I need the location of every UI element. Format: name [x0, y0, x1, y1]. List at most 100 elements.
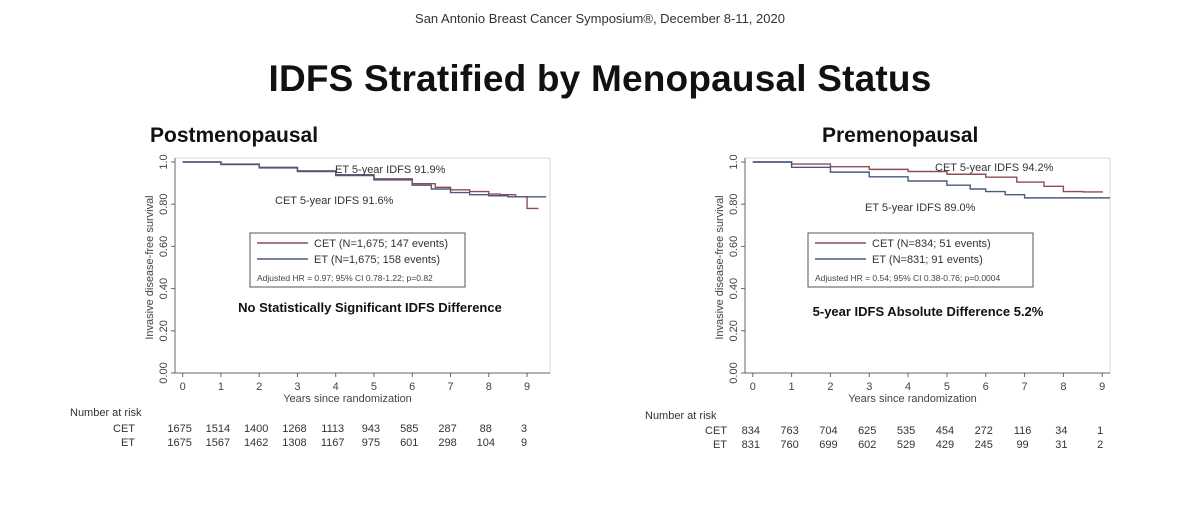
risk-value: 975 [362, 437, 380, 449]
y-tick-label: 0.40 [728, 278, 740, 299]
risk-value: 760 [780, 439, 798, 451]
risk-value: 99 [1016, 439, 1028, 451]
x-tick-label: 2 [256, 381, 262, 393]
legend-hr-note: Adjusted HR = 0.54; 95% CI 0.38-0.76; p=… [815, 273, 1001, 283]
x-tick-label: 8 [1060, 381, 1066, 393]
risk-value: 272 [975, 425, 993, 437]
legend-hr-note: Adjusted HR = 0.97; 95% CI 0.78-1.22; p=… [257, 273, 433, 283]
y-tick-label: 0.80 [158, 193, 170, 214]
legend-item-cet: CET (N=834; 51 events) [872, 238, 991, 250]
risk-row-label-et: ET [121, 437, 135, 449]
risk-value: 88 [480, 423, 492, 435]
summary-statement: 5-year IDFS Absolute Difference 5.2% [813, 304, 1044, 319]
x-tick-label: 5 [944, 381, 950, 393]
risk-value: 1268 [282, 423, 306, 435]
risk-value: 1675 [167, 437, 191, 449]
et-5yr-idfs-label: ET 5-year IDFS 89.0% [865, 202, 976, 214]
x-tick-label: 4 [905, 381, 911, 393]
risk-value: 1167 [321, 437, 345, 449]
x-tick-label: 6 [409, 381, 415, 393]
cet-5yr-idfs-label: CET 5-year IDFS 91.6% [275, 195, 394, 207]
x-tick-label: 4 [333, 381, 339, 393]
risk-value: 2 [1097, 439, 1103, 451]
legend-item-cet: CET (N=1,675; 147 events) [314, 238, 448, 250]
x-tick-label: 5 [371, 381, 377, 393]
x-tick-label: 9 [524, 381, 530, 393]
risk-value: 31 [1055, 439, 1067, 451]
slide-title: IDFS Stratified by Menopausal Status [268, 58, 932, 99]
risk-value: 34 [1055, 425, 1067, 437]
y-tick-label: 1.0 [158, 154, 170, 169]
x-tick-label: 6 [983, 381, 989, 393]
conference-header: San Antonio Breast Cancer Symposium®, De… [415, 11, 785, 26]
risk-value: 625 [858, 425, 876, 437]
y-tick-label: 0.20 [158, 320, 170, 341]
risk-value: 104 [477, 437, 495, 449]
risk-value: 287 [438, 423, 456, 435]
cet-5yr-idfs-label: CET 5-year IDFS 94.2% [935, 162, 1054, 174]
risk-value: 704 [819, 425, 837, 437]
risk-row-label-cet: CET [705, 425, 727, 437]
x-tick-label: 1 [218, 381, 224, 393]
y-tick-label: 0.80 [728, 193, 740, 214]
risk-value: 834 [742, 425, 760, 437]
risk-value: 298 [438, 437, 456, 449]
y-axis-label: Invasive disease-free survival [714, 195, 726, 339]
risk-value: 1462 [244, 437, 268, 449]
y-tick-label: 0.20 [728, 320, 740, 341]
risk-value: 1113 [321, 423, 344, 435]
legend-box [249, 232, 466, 288]
risk-value: 535 [897, 425, 915, 437]
legend-item-et: ET (N=1,675; 158 events) [314, 254, 440, 266]
risk-value: 1400 [244, 423, 268, 435]
risk-value: 1514 [206, 423, 230, 435]
y-tick-label: 0.60 [158, 236, 170, 257]
risk-value: 601 [400, 437, 418, 449]
risk-table-header: Number at risk [645, 410, 717, 422]
risk-value: 1 [1097, 425, 1103, 437]
y-tick-label: 1.0 [728, 154, 740, 169]
x-tick-label: 0 [180, 381, 186, 393]
risk-value: 429 [936, 439, 954, 451]
x-tick-label: 7 [447, 381, 453, 393]
y-tick-label: 0.40 [158, 278, 170, 299]
y-tick-label: 0.60 [728, 236, 740, 257]
y-tick-label: 0.00 [728, 362, 740, 383]
legend-item-et: ET (N=831; 91 events) [872, 254, 983, 266]
y-axis-label: Invasive disease-free survival [144, 195, 156, 339]
premenopausal-km-chart: Premenopausal 0.00 0.20 0.40 0.60 0.80 1.0 0 1 2 3… [645, 124, 1111, 451]
risk-table-header: Number at risk [70, 407, 142, 419]
summary-statement: No Statistically Significant IDFS Differ… [238, 300, 502, 315]
risk-value: 1675 [167, 423, 191, 435]
et-survival-curve [182, 161, 547, 198]
risk-value: 699 [819, 439, 837, 451]
x-tick-label: 9 [1099, 381, 1105, 393]
panel-title: Premenopausal [822, 124, 978, 147]
risk-value: 3 [521, 423, 527, 435]
risk-value: 529 [897, 439, 915, 451]
x-tick-label: 2 [827, 381, 833, 393]
legend-box [807, 232, 1034, 288]
risk-row-label-cet: CET [113, 423, 135, 435]
risk-value: 943 [362, 423, 380, 435]
x-tick-label: 1 [789, 381, 795, 393]
risk-value: 245 [975, 439, 993, 451]
x-tick-label: 3 [294, 381, 300, 393]
risk-value: 831 [742, 439, 760, 451]
x-axis-label: Years since randomization [848, 393, 977, 405]
risk-value: 1308 [282, 437, 306, 449]
x-tick-label: 3 [866, 381, 872, 393]
risk-value: 116 [1014, 425, 1032, 437]
risk-value: 9 [521, 437, 527, 449]
x-tick-label: 8 [486, 381, 492, 393]
risk-value: 454 [936, 425, 954, 437]
risk-value: 763 [780, 425, 798, 437]
risk-value: 602 [858, 439, 876, 451]
cet-survival-curve [752, 161, 1103, 193]
risk-value: 1567 [206, 437, 230, 449]
x-axis-label: Years since randomization [283, 393, 412, 405]
postmenopausal-panel: Postmenopausal 0.00 0.20 0.40 0.60 0.80 1.0 0 1 2… [70, 110, 570, 460]
y-tick-label: 0.00 [158, 362, 170, 383]
x-tick-label: 0 [750, 381, 756, 393]
